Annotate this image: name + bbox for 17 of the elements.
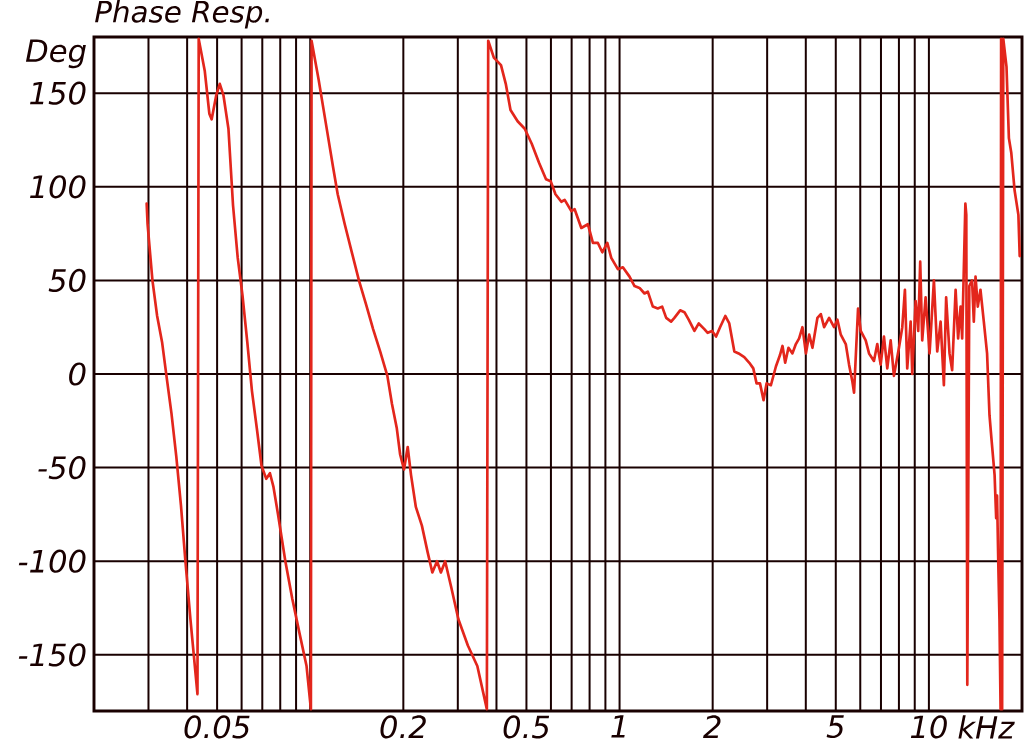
x-tick-label: 10: [910, 715, 947, 739]
y-tick-label: -100: [18, 549, 86, 573]
x-tick-label: 0.05: [184, 715, 250, 739]
y-axis-title: Deg: [25, 39, 86, 69]
chart-title: Phase Resp.: [95, 0, 269, 29]
y-tick-label: -50: [38, 456, 86, 480]
x-tick-label: 0.2: [380, 715, 426, 739]
x-tick-label: 5: [826, 715, 844, 739]
x-tick-label: 0.5: [503, 715, 550, 739]
y-tick-label: -150: [18, 643, 86, 667]
x-tick-label: 2: [703, 715, 721, 739]
y-tick-label: 50: [48, 268, 86, 292]
x-axis-title: kHz: [958, 715, 1015, 739]
y-tick-label: 0: [69, 362, 86, 386]
y-tick-label: 100: [30, 175, 86, 199]
y-tick-label: 150: [30, 81, 86, 105]
x-tick-label: 1: [611, 715, 625, 738]
